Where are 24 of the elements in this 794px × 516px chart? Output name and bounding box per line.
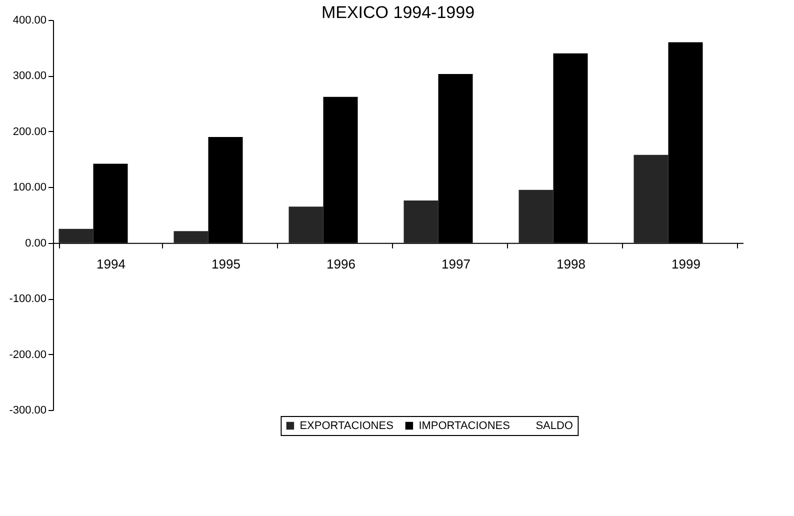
x-tick-label: 1996 [326, 256, 356, 272]
bar [288, 206, 324, 243]
y-tick-label: -300.00 [9, 404, 46, 416]
bar [58, 228, 94, 243]
y-tick-label: 400.00 [12, 14, 46, 26]
bar [404, 200, 438, 243]
x-tick-label: 1995 [212, 256, 240, 272]
y-tick-label: 300.00 [12, 70, 46, 82]
y-tick-label: 0.00 [25, 237, 46, 250]
y-tick-label: 100.00 [12, 182, 46, 194]
x-tick-label: 1997 [442, 256, 470, 272]
x-tick-label: 1998 [556, 256, 586, 272]
legend-label: EXPORTACIONES [300, 420, 394, 432]
y-tick-label: -200.00 [9, 348, 46, 361]
x-tick-label: 1999 [672, 256, 700, 272]
text: SALDO [536, 420, 574, 432]
bar [634, 154, 668, 243]
y-tick-label: -100.00 [9, 293, 46, 306]
x-tick-label: 1994 [96, 256, 126, 272]
y-tick-label: 200.00 [12, 126, 46, 138]
bar [518, 190, 554, 243]
legend-label: IMPORTACIONES [418, 420, 510, 432]
chart-title: MEXICO 1994-1999 [321, 3, 475, 22]
bar [174, 231, 208, 243]
